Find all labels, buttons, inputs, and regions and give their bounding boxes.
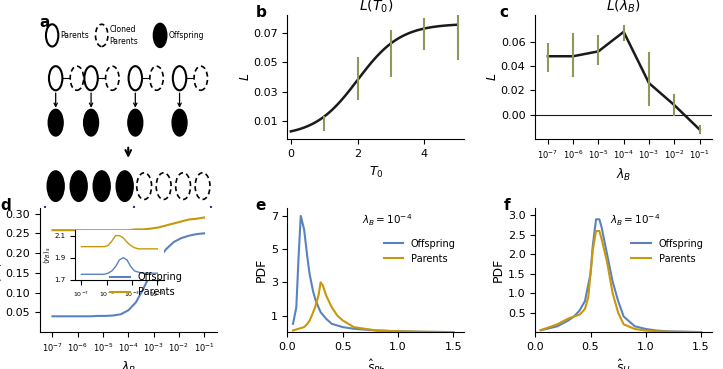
Title: $L(T_0)$: $L(T_0)$ <box>359 0 393 15</box>
X-axis label: $\hat{s}_H$: $\hat{s}_H$ <box>616 358 631 369</box>
Circle shape <box>46 24 59 46</box>
Text: d: d <box>1 198 12 213</box>
Text: c: c <box>500 5 509 20</box>
X-axis label: $\lambda_B$: $\lambda_B$ <box>121 360 136 369</box>
Text: $L = \dfrac{SR_{Offs}}{SR_{CP}} - 1$: $L = \dfrac{SR_{Offs}}{SR_{CP}} - 1$ <box>94 262 163 289</box>
Circle shape <box>93 171 110 201</box>
Circle shape <box>84 109 98 136</box>
Circle shape <box>106 66 119 90</box>
Circle shape <box>194 66 208 90</box>
Y-axis label: PDF: PDF <box>492 258 505 282</box>
Circle shape <box>172 109 187 136</box>
Circle shape <box>47 171 64 201</box>
Circle shape <box>70 171 87 201</box>
Text: e: e <box>256 198 266 213</box>
Circle shape <box>153 23 167 48</box>
Circle shape <box>116 171 133 201</box>
Text: $\lambda_B = 10^{-4}$: $\lambda_B = 10^{-4}$ <box>362 213 412 228</box>
Y-axis label: $L$: $L$ <box>239 73 252 81</box>
Text: $\langle SR_{Offs}\rangle$: $\langle SR_{Offs}\rangle$ <box>73 234 106 246</box>
Text: a: a <box>40 15 50 30</box>
Text: Parents: Parents <box>60 31 89 40</box>
Text: b: b <box>256 5 267 20</box>
Text: $\lambda_B = 10^{-4}$: $\lambda_B = 10^{-4}$ <box>609 213 659 228</box>
X-axis label: $\lambda_B$: $\lambda_B$ <box>616 167 631 183</box>
X-axis label: $T_0$: $T_0$ <box>369 165 383 180</box>
Text: $\langle SR_{CP}\rangle$: $\langle SR_{CP}\rangle$ <box>158 234 187 246</box>
Legend: Offspring, Parents: Offspring, Parents <box>380 235 460 268</box>
Circle shape <box>128 109 142 136</box>
Text: Cloned: Cloned <box>110 25 136 34</box>
Title: $L(\lambda_B)$: $L(\lambda_B)$ <box>607 0 641 15</box>
Circle shape <box>95 24 108 46</box>
Circle shape <box>129 66 142 90</box>
Y-axis label: $L$: $L$ <box>487 73 500 81</box>
Circle shape <box>48 109 63 136</box>
Text: f: f <box>503 198 510 213</box>
Circle shape <box>195 173 210 200</box>
Legend: Offspring, Parents: Offspring, Parents <box>106 269 187 301</box>
Circle shape <box>70 66 84 90</box>
Circle shape <box>173 66 187 90</box>
Circle shape <box>137 173 152 200</box>
Text: Offspring: Offspring <box>168 31 204 40</box>
Circle shape <box>156 173 171 200</box>
Circle shape <box>150 66 163 90</box>
Text: Parents: Parents <box>110 37 138 46</box>
Y-axis label: PDF: PDF <box>255 258 268 282</box>
Y-axis label: $\langle x_B \rangle_s$: $\langle x_B \rangle_s$ <box>0 256 4 283</box>
Legend: Offspring, Parents: Offspring, Parents <box>628 235 707 268</box>
X-axis label: $\hat{s}_{Ph}$: $\hat{s}_{Ph}$ <box>367 358 385 369</box>
Circle shape <box>176 173 191 200</box>
Circle shape <box>49 66 62 90</box>
Circle shape <box>85 66 98 90</box>
